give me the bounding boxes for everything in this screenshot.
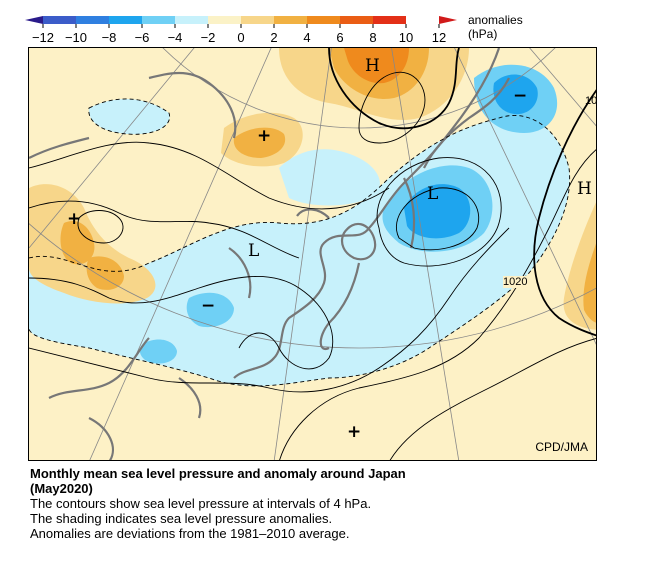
legend-swatch [340,16,373,24]
isobar-label-1020: 1020 [503,276,528,288]
legend-units-label: anomalies [468,13,523,27]
legend-colorbar: −12 −10 −8 −6 −4 −2 0 2 4 6 8 10 12 [25,16,457,45]
legend-swatch [307,16,340,24]
minus-china: − [201,296,216,316]
low-pressure-japan-sea: L [427,184,439,204]
caption: Monthly mean sea level pressure and anom… [30,466,630,541]
anomaly-legend: −12 −10 −8 −6 −4 −2 0 2 4 6 8 10 12 anomalies (hPa) [0,0,650,50]
legend-tick-label: 0 [237,30,244,45]
legend-tick-label: 12 [432,30,446,45]
legend-arrow-high [439,16,457,24]
legend-tick-label: −6 [135,30,150,45]
legend-tick-label: 8 [369,30,376,45]
bold-isobar [328,48,596,337]
map-drawing [29,48,596,460]
legend-tick-label: −12 [32,30,54,45]
coastlines [29,48,510,460]
legend-swatch [241,16,274,24]
legend-swatch [175,16,208,24]
zero-anomaly-line [29,98,571,387]
legend-tick-label: 10 [399,30,413,45]
legend-tick-label: 4 [303,30,310,45]
minus-kamchatka: − [513,86,528,106]
legend-units: anomalies (hPa) [468,13,523,41]
high-pressure-north: H [365,56,380,76]
legend-tick-label: 2 [270,30,277,45]
credit-label: CPD/JMA [535,440,588,454]
caption-contours: The contours show sea level pressure at … [30,496,372,511]
legend-swatch [373,16,406,24]
legend-swatch [109,16,142,24]
caption-date: (May2020) [30,481,93,496]
legend-tick-label: −2 [201,30,216,45]
legend-swatch [43,16,76,24]
plus-pacific: + [347,422,362,442]
high-pressure-east: H [577,179,592,199]
anomaly-shading [29,48,596,386]
legend-units-hpa: (hPa) [468,27,498,41]
legend-tick-label: 6 [336,30,343,45]
plus-west: + [67,209,82,229]
plus-mongolia: + [257,126,272,146]
legend-swatch [274,16,307,24]
caption-anomalies: Anomalies are deviations from the 1981–2… [30,526,350,541]
isobar-label-top-right: 10 [585,95,597,107]
legend-tick-label: −10 [65,30,87,45]
legend-tick-label: −4 [168,30,183,45]
low-pressure-china: L [248,241,260,261]
legend-tick-label: −8 [102,30,117,45]
isobars [29,71,596,460]
caption-title: Monthly mean sea level pressure and anom… [30,466,406,481]
caption-shading: The shading indicates sea level pressure… [30,511,333,526]
legend-arrow-low [25,16,43,24]
pressure-map: H H L L − − + + + 10 1020 CPD/JMA [28,47,597,461]
legend-swatch [142,16,175,24]
legend-swatch [76,16,109,24]
legend-swatch [208,16,241,24]
